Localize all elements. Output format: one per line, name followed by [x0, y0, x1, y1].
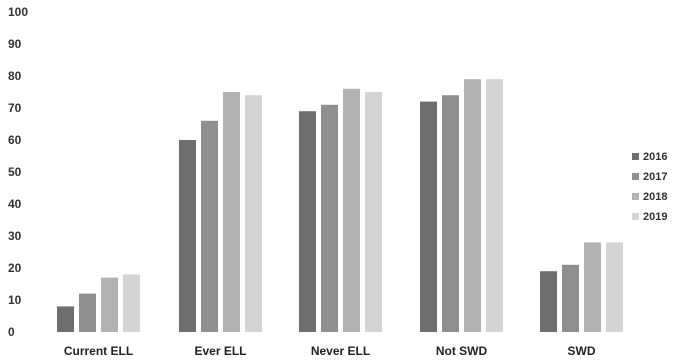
- y-tick-label: 90: [8, 37, 22, 51]
- bar-current-ell-2019: [123, 274, 140, 332]
- bar-not-swd-2016: [420, 101, 437, 332]
- bar-never-ell-2018: [343, 88, 360, 332]
- bar-ever-ell-2018: [223, 92, 240, 332]
- y-tick-label: 30: [8, 229, 22, 243]
- bar-never-ell-2016: [299, 111, 316, 332]
- legend-label: 2016: [643, 151, 667, 163]
- bar-not-swd-2017: [442, 95, 459, 332]
- legend: 2016 2017 2018 2019: [632, 151, 667, 223]
- y-tick-label: 80: [8, 69, 22, 83]
- x-axis: Current ELL Ever ELL Never ELL Not SWD SWD: [64, 344, 596, 358]
- bar-current-ell-2018: [101, 277, 118, 332]
- bar-swd-2019: [606, 242, 623, 332]
- x-category-label: Ever ELL: [194, 344, 246, 358]
- bars: [57, 79, 623, 332]
- bar-not-swd-2019: [486, 79, 503, 332]
- x-category-label: Not SWD: [436, 344, 488, 358]
- x-category-label: Current ELL: [64, 344, 133, 358]
- bar-swd-2018: [584, 242, 601, 332]
- bar-ever-ell-2017: [201, 120, 218, 332]
- bar-ever-ell-2016: [179, 140, 196, 332]
- bar-not-swd-2018: [464, 79, 481, 332]
- bar-ever-ell-2019: [245, 95, 262, 332]
- bar-current-ell-2017: [79, 293, 96, 332]
- y-tick-label: 20: [8, 261, 22, 275]
- legend-swatch: [632, 193, 639, 200]
- bar-current-ell-2016: [57, 306, 74, 332]
- y-tick-label: 10: [8, 293, 22, 307]
- x-category-label: Never ELL: [311, 344, 370, 358]
- y-tick-label: 0: [8, 325, 15, 339]
- legend-label: 2018: [643, 191, 667, 203]
- y-tick-label: 60: [8, 133, 22, 147]
- legend-swatch: [632, 213, 639, 220]
- legend-label: 2019: [643, 211, 667, 223]
- y-tick-label: 50: [8, 165, 22, 179]
- legend-swatch: [632, 173, 639, 180]
- legend-swatch: [632, 153, 639, 160]
- x-category-label: SWD: [568, 344, 596, 358]
- bar-swd-2016: [540, 271, 557, 332]
- legend-label: 2017: [643, 171, 667, 183]
- y-tick-label: 70: [8, 101, 22, 115]
- y-tick-label: 40: [8, 197, 22, 211]
- y-axis: 0 10 20 30 40 50 60 70 80 90 100: [8, 5, 28, 339]
- bar-never-ell-2019: [365, 92, 382, 332]
- y-tick-label: 100: [8, 5, 28, 19]
- bar-never-ell-2017: [321, 104, 338, 332]
- bar-swd-2017: [562, 264, 579, 332]
